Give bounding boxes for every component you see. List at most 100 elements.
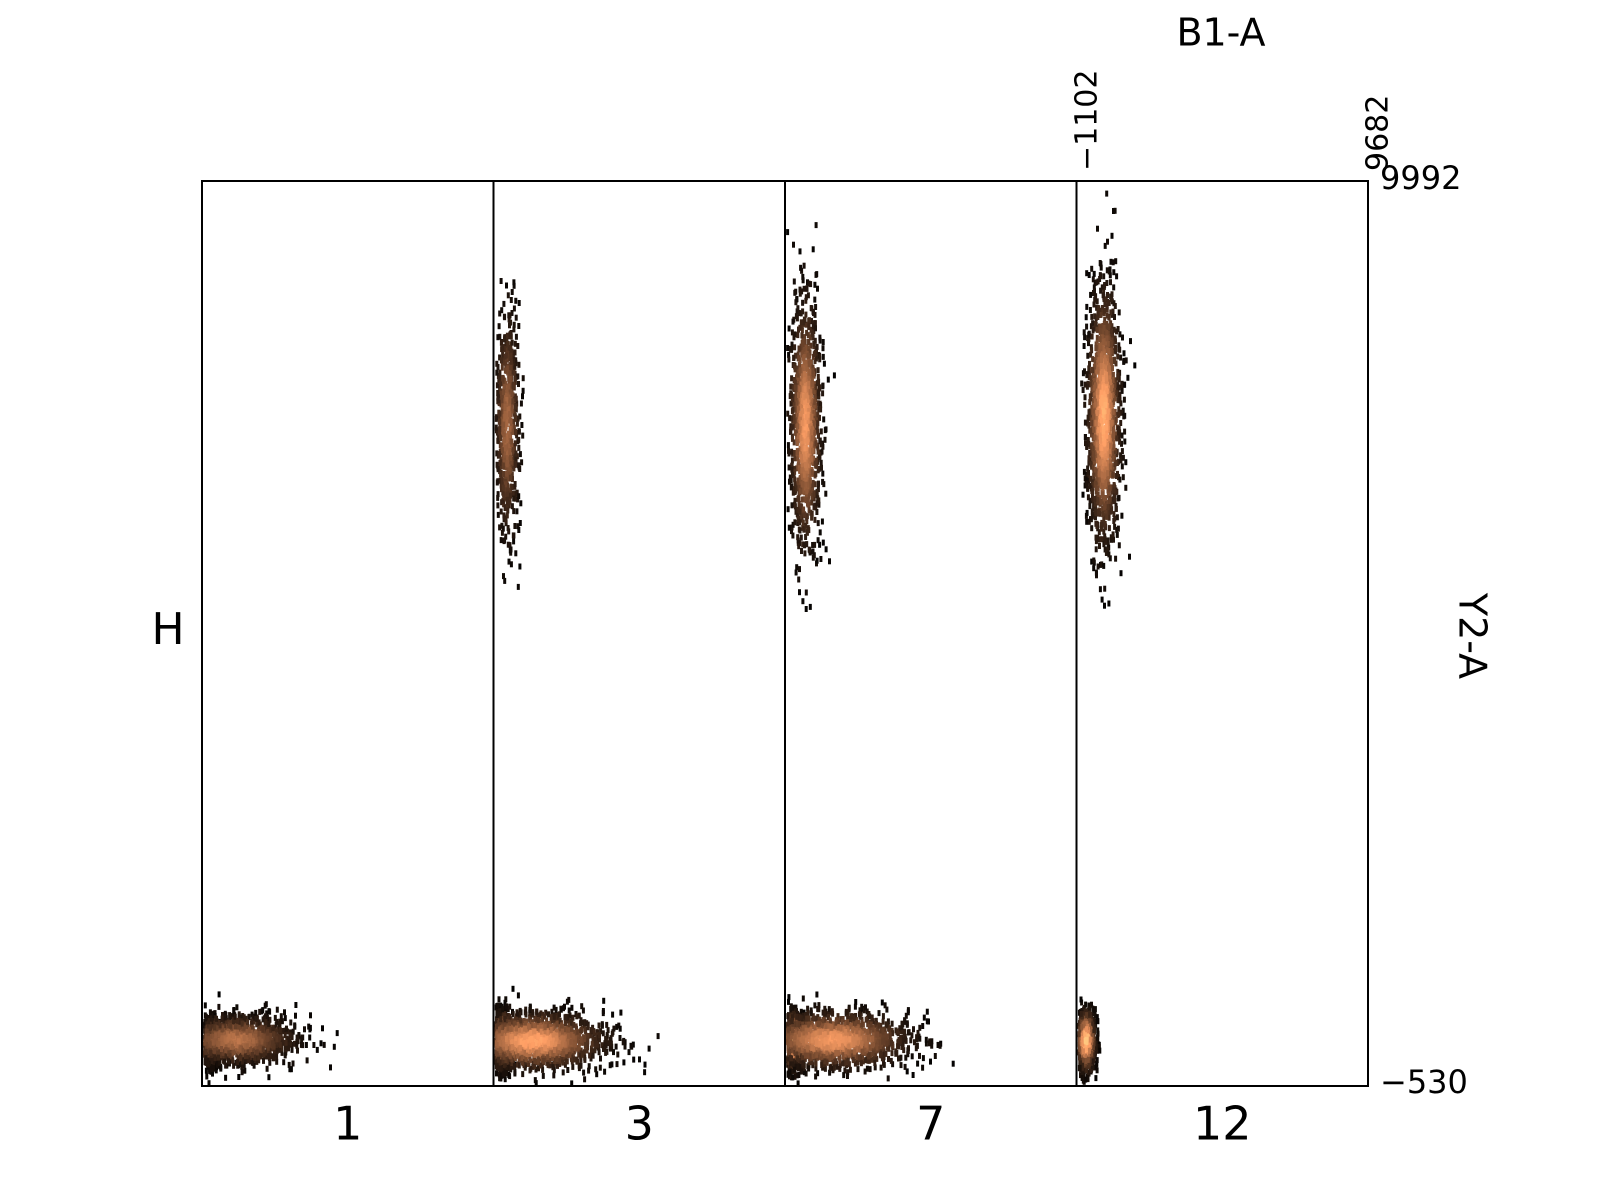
data-point (232, 1018, 235, 1025)
data-point (505, 332, 509, 339)
data-point (571, 1050, 575, 1057)
data-point (570, 1027, 573, 1034)
data-point (216, 1050, 220, 1057)
data-point (528, 1048, 532, 1054)
data-point (278, 1034, 282, 1041)
data-point (512, 424, 515, 431)
data-point (504, 481, 507, 488)
data-point (305, 1057, 309, 1064)
data-point (603, 1068, 607, 1075)
data-point (304, 1042, 308, 1048)
data-point (622, 1059, 626, 1066)
data-point (229, 1022, 232, 1029)
data-point (541, 1066, 545, 1073)
data-point (514, 450, 518, 457)
data-point (285, 1025, 288, 1032)
data-point (322, 1041, 326, 1048)
data-point (250, 1042, 254, 1048)
data-point (513, 403, 517, 410)
data-point (508, 379, 511, 386)
data-point (208, 1009, 212, 1016)
data-point (332, 1043, 336, 1050)
data-point (530, 1035, 534, 1042)
data-point (252, 1048, 256, 1055)
data-point (496, 390, 500, 396)
data-point (581, 1007, 585, 1014)
data-point (511, 1048, 515, 1055)
data-point (598, 1036, 601, 1043)
data-point (217, 991, 221, 998)
data-point (580, 1003, 584, 1010)
data-point (214, 1067, 218, 1074)
data-point (495, 1023, 499, 1030)
data-point (495, 414, 498, 421)
data-point (265, 1014, 269, 1021)
data-point (217, 1031, 221, 1037)
data-point (509, 1063, 513, 1070)
data-point (227, 1033, 231, 1040)
data-point (204, 1045, 208, 1052)
data-point (506, 434, 510, 441)
data-point (532, 1061, 535, 1068)
data-point (607, 1040, 611, 1047)
data-point (552, 1047, 556, 1053)
data-point (240, 1034, 244, 1041)
data-point (217, 1054, 220, 1061)
data-point (212, 1044, 216, 1051)
data-point (510, 404, 514, 411)
data-point (288, 1032, 292, 1039)
data-point (556, 1052, 560, 1059)
data-point (502, 1040, 506, 1047)
data-point (550, 1008, 554, 1015)
data-point (543, 1037, 547, 1044)
data-point (210, 1024, 214, 1031)
data-point (503, 1076, 507, 1083)
data-point (560, 1035, 564, 1042)
data-point (599, 1055, 602, 1062)
data-point (221, 1041, 225, 1048)
data-point (516, 343, 520, 349)
data-point (507, 558, 511, 565)
data-point (512, 321, 516, 328)
data-point (631, 1041, 635, 1048)
data-point (562, 1036, 566, 1042)
data-point (520, 1048, 524, 1055)
data-point (567, 1007, 571, 1014)
data-point (608, 1062, 612, 1069)
data-point (524, 1039, 528, 1046)
data-point (501, 389, 505, 396)
data-point (287, 1041, 291, 1048)
data-point (264, 1019, 268, 1026)
data-point (296, 1035, 299, 1042)
data-point (552, 1021, 556, 1027)
data-point (509, 355, 513, 362)
data-point (254, 1009, 258, 1016)
data-point (511, 383, 515, 390)
data-point (594, 1066, 598, 1073)
data-point (602, 997, 606, 1004)
data-point (519, 400, 523, 407)
data-point (556, 1047, 560, 1054)
data-point (496, 334, 500, 341)
data-point (504, 413, 508, 420)
data-point (275, 1036, 279, 1043)
data-point (509, 475, 512, 482)
data-point (267, 1041, 271, 1048)
data-point (516, 415, 520, 422)
data-point (502, 421, 506, 428)
data-point (283, 1052, 287, 1059)
data-point (239, 1055, 242, 1062)
data-point (502, 433, 506, 440)
data-point (599, 1028, 603, 1035)
data-point (232, 1033, 235, 1040)
data-point (540, 1047, 544, 1053)
data-point (224, 1074, 228, 1081)
data-point (502, 493, 506, 500)
data-point (227, 1041, 231, 1048)
data-point (517, 493, 521, 500)
data-point (509, 352, 513, 359)
data-point (517, 361, 521, 368)
data-point (504, 392, 508, 399)
data-point (515, 1052, 519, 1059)
data-point (206, 1049, 210, 1056)
